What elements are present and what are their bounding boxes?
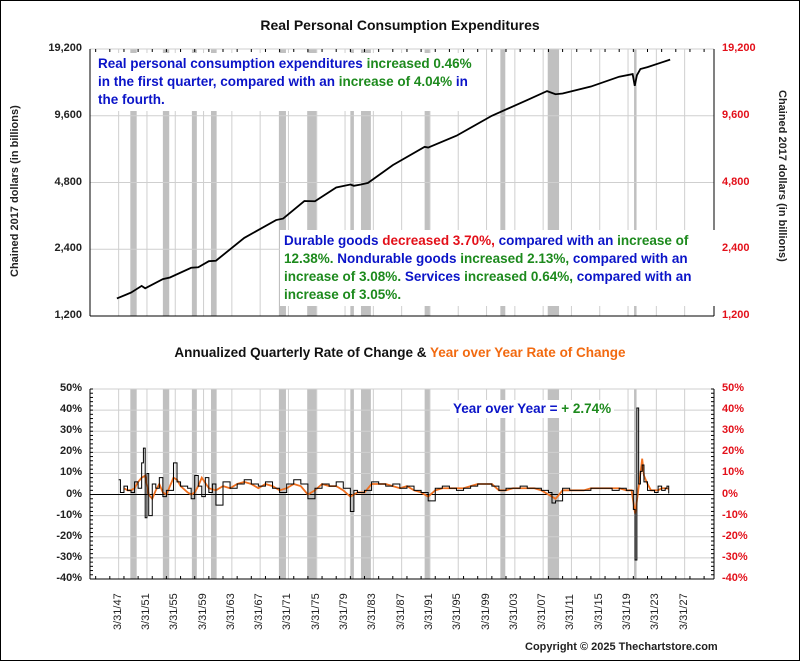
bottom-right-ytick-label: -30%: [722, 550, 748, 563]
right-y-axis-label: Chained 2017 dollars (in billions): [776, 90, 788, 262]
top-series: [116, 58, 671, 300]
xtick-label: 3/31/91: [422, 593, 435, 630]
annot-seg: increased 2.13%,: [460, 251, 570, 266]
left-y-axis-label: Chained 2017 dollars (in billions): [9, 105, 21, 277]
annot-seg: in the fourth.: [98, 74, 468, 107]
bottom-title-part1: Annualized Quarterly Rate of Change &: [174, 345, 430, 360]
annot-seg: increased 0.64%,: [464, 269, 573, 284]
bottom-series: [118, 407, 670, 561]
annot-seg: in the first quarter, compared with an: [98, 74, 339, 89]
recession-band: [547, 389, 560, 579]
top-right-ytick-label: 9,600: [722, 108, 750, 121]
annot-seg: compared with an: [572, 269, 692, 284]
copyright: Copyright © 2025 Thechartstore.com: [525, 641, 718, 653]
bottom-right-ytick-label: -40%: [722, 572, 748, 584]
pce-level-line: [116, 58, 671, 300]
xtick-label: 3/31/47: [111, 593, 124, 630]
annot-seg: compared with an: [569, 251, 688, 266]
recession-band: [307, 389, 317, 579]
quarterly-change-line: [118, 407, 670, 561]
xtick-label: 3/31/55: [168, 593, 181, 630]
xtick-label: 3/31/07: [536, 593, 549, 630]
xtick-label: 3/31/99: [479, 593, 492, 630]
bottom-left-ytick-label: 20%: [59, 445, 82, 458]
xtick-label: 3/31/83: [366, 593, 379, 630]
top-left-ytick-label: 1,200: [54, 309, 82, 321]
bottom-title-part2: Year over Year Rate of Change: [429, 345, 626, 360]
recession-band: [500, 389, 506, 579]
annot-seg: increased 0.46%: [366, 56, 472, 71]
top-right-ytick-label: 4,800: [722, 175, 750, 188]
top-chart-title: Real Personal Consumption Expenditures: [260, 17, 540, 33]
top-right-ytick-label: 2,400: [722, 242, 750, 255]
recession-band: [424, 389, 430, 579]
bottom-left-ytick-label: -20%: [56, 529, 82, 542]
annot-seg: Durable goods: [284, 233, 383, 248]
yoy-value: + 2.74%: [561, 401, 612, 416]
axes: [89, 49, 715, 580]
annot-seg: increase of 3.08%.: [284, 269, 402, 284]
bottom-right-ytick-label: -20%: [722, 529, 748, 542]
bottom-right-ytick-label: 50%: [722, 382, 745, 394]
xtick-label: 3/31/79: [338, 593, 351, 630]
bottom-left-ytick-label: 30%: [59, 424, 82, 437]
bottom-grid: [90, 388, 714, 580]
xtick-label: 3/31/15: [592, 593, 605, 630]
bottom-right-ytick-label: 30%: [722, 424, 745, 437]
bottom-right-ytick-label: 20%: [722, 445, 745, 458]
xtick-label: 3/31/27: [677, 593, 690, 630]
top-right-ytick-label: 19,200: [722, 42, 756, 54]
bottom-chart-title: Annualized Quarterly Rate of Change & Ye…: [0, 345, 800, 360]
bottom-right-ytick-label: 0%: [722, 487, 738, 500]
annot-seg: increase of 4.04%: [338, 74, 453, 89]
bottom-left-ytick-label: 40%: [59, 403, 82, 416]
annot-seg: Nondurable goods: [333, 251, 461, 266]
recession-band: [162, 389, 170, 579]
xtick-label: 3/31/63: [224, 593, 237, 630]
xtick-label: 3/31/51: [139, 593, 152, 630]
pce-annotation: Real personal consumption expenditures i…: [94, 53, 482, 111]
xtick-label: 3/31/03: [507, 593, 520, 630]
top-right-ytick-label: 1,200: [722, 309, 750, 321]
annot-seg: Services: [401, 269, 465, 284]
annot-seg: increase of 3.05%.: [284, 287, 402, 302]
yoy-label: Year over Year =: [453, 401, 562, 416]
recession-band: [130, 389, 137, 579]
recession-band: [278, 389, 286, 579]
bottom-left-ytick-label: 50%: [59, 382, 82, 394]
bottom-right-ytick-label: -10%: [722, 508, 748, 521]
recession-band: [360, 389, 371, 579]
xtick-label: 3/31/19: [621, 593, 634, 630]
annot-seg: Real personal consumption expenditures: [98, 56, 367, 71]
bottom-right-ytick-label: 10%: [722, 466, 745, 479]
xtick-label: 3/31/75: [309, 593, 322, 630]
annot-seg: compared with an: [494, 233, 618, 248]
components-annotation: Durable goods decreased 3.70%, compared …: [280, 230, 718, 306]
xtick-label: 3/31/87: [394, 593, 407, 630]
top-left-ytick-label: 4,800: [54, 175, 82, 188]
top-left-ytick-label: 9,600: [54, 108, 82, 121]
bottom-left-ytick-label: 0%: [66, 487, 82, 500]
recession-band: [350, 389, 354, 579]
top-left-ytick-label: 19,200: [48, 42, 82, 54]
xtick-label: 3/31/67: [253, 593, 266, 630]
annot-seg: decreased 3.70%,: [382, 233, 495, 248]
bottom-left-ytick-label: -40%: [56, 572, 82, 584]
xtick-label: 3/31/71: [281, 593, 294, 630]
xtick-label: 3/31/23: [649, 593, 662, 630]
bottom-right-ytick-label: 40%: [722, 403, 745, 416]
bottom-left-ytick-label: 10%: [59, 466, 82, 479]
top-left-ytick-label: 2,400: [54, 242, 82, 255]
bottom-left-ytick-label: -30%: [56, 550, 82, 563]
yoy-annotation: Year over Year = + 2.74%: [450, 400, 615, 418]
xtick-label: 3/31/11: [564, 594, 577, 630]
recession-band: [634, 389, 637, 579]
annot-seg: increase of 12.38%.: [284, 233, 689, 266]
xtick-label: 3/31/95: [451, 593, 464, 630]
xtick-label: 3/31/59: [196, 593, 209, 630]
bottom-left-ytick-label: -10%: [56, 508, 82, 521]
